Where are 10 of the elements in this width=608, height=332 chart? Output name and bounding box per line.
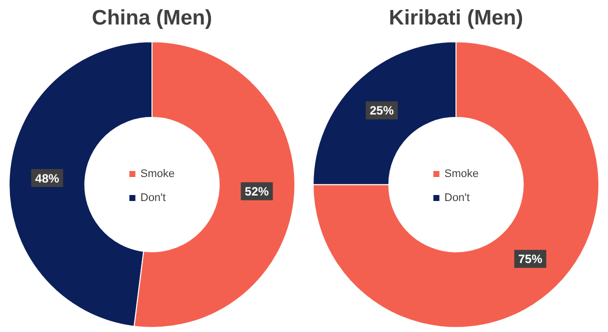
- data-label: 25%: [370, 104, 394, 118]
- legend-label: Don't: [140, 192, 166, 204]
- data-label: 52%: [244, 184, 270, 199]
- chart-title: Kiribati (Men): [388, 6, 524, 30]
- legend-label: Don't: [444, 192, 470, 204]
- chart-title: China (Men): [92, 6, 212, 30]
- data-label: 75%: [518, 252, 543, 266]
- data-label: 48%: [35, 171, 60, 186]
- legend-label: Smoke: [444, 168, 479, 180]
- legend-label: Smoke: [140, 168, 175, 180]
